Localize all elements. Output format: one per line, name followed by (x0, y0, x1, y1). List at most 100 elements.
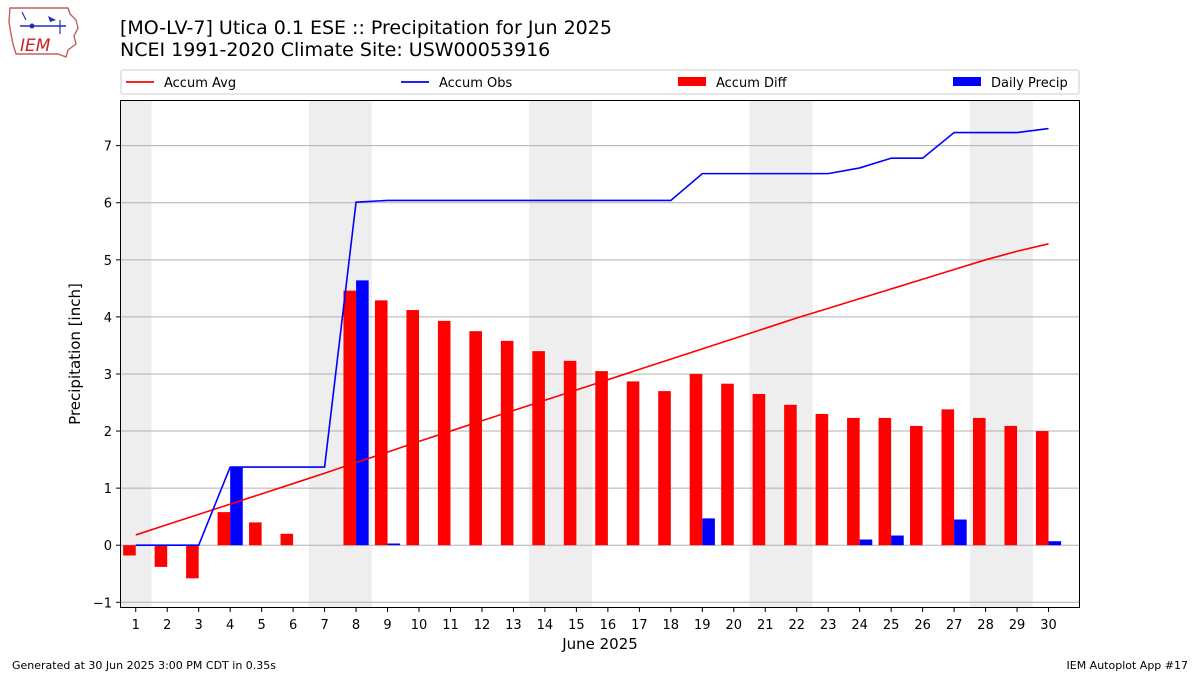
accum-diff-bar (815, 413, 829, 546)
accum-obs-line (135, 127, 1049, 547)
accum-diff-bar (500, 340, 514, 546)
y-tick-label: 2 (104, 425, 112, 440)
legend-label: Accum Diff (716, 76, 788, 91)
accum-diff-bar (595, 371, 608, 546)
x-tick-label: 23 (820, 618, 837, 633)
daily-precip-bar (954, 519, 967, 546)
accum-diff-bar (689, 373, 703, 546)
y-tick-label: 3 (104, 368, 112, 383)
x-tick-label: 1 (132, 618, 140, 633)
accum-diff-bar (1004, 425, 1018, 546)
daily-precip-bar (356, 280, 369, 546)
x-axis: 1 2 3 4 5 6 7 8 9 10 11 12 13 14 15 16 17 18 19 20 21 22 23 24 2… (132, 608, 1057, 633)
accum-diff-bar (469, 331, 482, 546)
x-tick-label: 14 (537, 618, 554, 633)
x-tick-label: 21 (757, 618, 774, 633)
x-axis-label: June 2025 (561, 635, 638, 653)
legend: Accum Avg Accum Obs Accum Diff Daily Precip (120, 69, 1080, 95)
accum-diff-bar (658, 391, 671, 546)
x-tick-label: 3 (195, 618, 203, 633)
y-tick-label: 5 (104, 254, 112, 269)
x-tick-label: 10 (411, 618, 428, 633)
accum-diff-bar (343, 290, 357, 546)
daily-precip-bar (891, 535, 904, 546)
legend-swatch-bar (953, 77, 981, 86)
y-tick-label: 1 (104, 482, 112, 497)
x-tick-label: 28 (977, 618, 994, 633)
x-tick-label: 12 (474, 618, 491, 633)
accum-diff-bar (626, 381, 640, 546)
x-tick-label: 24 (851, 618, 868, 633)
x-tick-label: 15 (568, 618, 585, 633)
daily-precip-bar (1048, 541, 1062, 546)
accum-diff-bar (249, 522, 262, 546)
chart-subtitle: NCEI 1991-2020 Climate Site: USW00053916 (120, 39, 551, 61)
accum-diff-bar (972, 417, 986, 546)
accum-diff-bar (563, 360, 577, 546)
accum-diff-bar (847, 417, 860, 546)
y-tick-label: 6 (104, 197, 112, 212)
y-axis-label: Precipitation [inch] (66, 283, 84, 425)
accum-diff-bar (1035, 431, 1049, 546)
iem-logo: IEM (6, 4, 82, 60)
x-tick-label: 2 (163, 618, 171, 633)
accum-diff-bar (406, 310, 420, 546)
footer-app: IEM Autoplot App #17 (1066, 659, 1189, 672)
x-tick-label: 27 (946, 618, 963, 633)
x-tick-label: 30 (1040, 618, 1057, 633)
accum-diff-bar (186, 545, 199, 579)
accum-diff-bar (721, 383, 734, 546)
accum-diff-bar (280, 533, 294, 546)
x-tick-label: 16 (600, 618, 617, 633)
accum-diff-bar (878, 417, 892, 546)
daily-precip-bar (702, 518, 715, 546)
accum-avg-line (135, 243, 1049, 536)
x-tick-label: 7 (320, 618, 328, 633)
accum-diff-bar (532, 351, 545, 546)
x-tick-label: 6 (289, 618, 297, 633)
accum-diff-bar (374, 300, 388, 546)
accum-diff-bar (154, 545, 168, 567)
x-tick-label: 20 (725, 618, 742, 633)
x-tick-label: 26 (914, 618, 931, 633)
y-tick-label: 7 (104, 140, 112, 155)
legend-label: Accum Avg (164, 76, 236, 91)
bars (123, 280, 1062, 579)
weekend-band (120, 100, 152, 608)
y-tick-label: −1 (93, 596, 112, 611)
x-tick-label: 17 (631, 618, 648, 633)
accum-diff-bar (123, 545, 136, 556)
accum-diff-bar (784, 404, 797, 546)
y-tick-label: 4 (104, 311, 112, 326)
footer-generated: Generated at 30 Jun 2025 3:00 PM CDT in … (12, 659, 277, 672)
x-tick-label: 25 (883, 618, 900, 633)
daily-precip-bar (230, 467, 243, 546)
iem-logo-graphic: IEM (8, 7, 79, 58)
legend-box (120, 69, 1080, 95)
x-tick-label: 11 (442, 618, 459, 633)
legend-label: Accum Obs (439, 76, 512, 91)
legend-swatch-bar (678, 77, 706, 86)
x-tick-label: 8 (352, 618, 360, 633)
y-tick-label: 0 (104, 539, 112, 554)
accum-diff-bar (941, 409, 955, 546)
x-tick-label: 4 (226, 618, 234, 633)
daily-precip-bar (859, 539, 873, 546)
chart-title: [MO-LV-7] Utica 0.1 ESE :: Precipitation… (120, 17, 612, 39)
accum-diff-bar (910, 425, 923, 546)
x-tick-label: 19 (694, 618, 711, 633)
plot-frame (120, 100, 1080, 608)
x-tick-label: 18 (663, 618, 680, 633)
x-tick-label: 13 (505, 618, 522, 633)
x-tick-label: 5 (257, 618, 265, 633)
series-lines (135, 127, 1049, 547)
accum-diff-bar (752, 393, 766, 546)
x-tick-label: 22 (788, 618, 805, 633)
x-tick-label: 9 (383, 618, 391, 633)
y-axis: −1 0 1 2 3 4 5 6 7 (93, 140, 120, 611)
legend-label: Daily Precip (991, 76, 1068, 91)
iem-logo-text: IEM (20, 36, 51, 56)
x-tick-label: 29 (1009, 618, 1026, 633)
daily-precip-bar (387, 543, 401, 546)
